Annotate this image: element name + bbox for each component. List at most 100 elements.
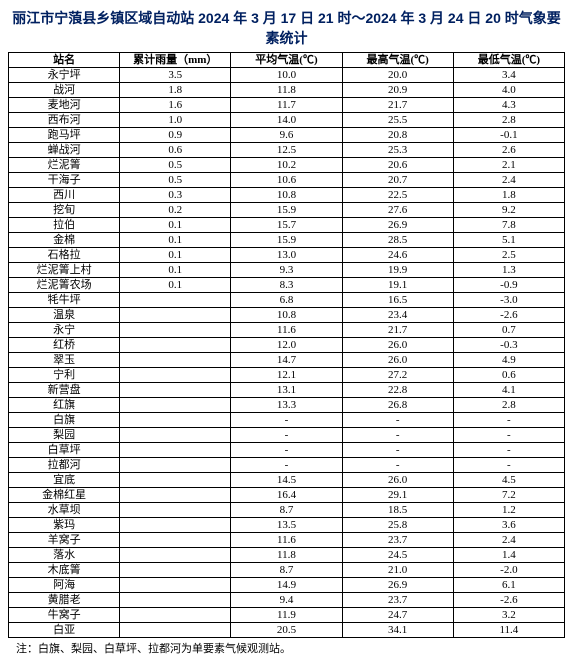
table-cell: 10.0 [231,68,342,83]
table-cell: 西布河 [9,113,120,128]
table-cell: 1.0 [120,113,231,128]
table-row: 挖旬0.215.927.69.2 [9,203,565,218]
table-cell: -3.0 [453,293,564,308]
table-cell [120,533,231,548]
table-cell: 白亚 [9,623,120,638]
table-row: 白亚20.534.111.4 [9,623,565,638]
table-cell: 红桥 [9,338,120,353]
table-cell: 羊窝子 [9,533,120,548]
table-cell: 26.0 [342,338,453,353]
table-cell: 0.2 [120,203,231,218]
table-cell: 21.7 [342,323,453,338]
table-cell: - [231,443,342,458]
table-cell: 2.8 [453,113,564,128]
table-cell [120,383,231,398]
table-cell: 2.4 [453,533,564,548]
table-row: 西川0.310.822.51.8 [9,188,565,203]
table-cell: 新营盘 [9,383,120,398]
table-row: 蝉战河0.612.525.32.6 [9,143,565,158]
table-cell: 11.7 [231,98,342,113]
table-row: 木底箐8.721.0-2.0 [9,563,565,578]
table-row: 麦地河1.611.721.74.3 [9,98,565,113]
table-cell: - [453,413,564,428]
table-cell [120,398,231,413]
table-cell: 梨园 [9,428,120,443]
table-cell: 19.9 [342,263,453,278]
table-cell [120,548,231,563]
table-cell: 11.8 [231,83,342,98]
table-cell: 宁利 [9,368,120,383]
table-cell: 15.9 [231,233,342,248]
table-cell: 5.1 [453,233,564,248]
table-row: 新营盘13.122.84.1 [9,383,565,398]
table-cell: 21.7 [342,98,453,113]
table-cell: 16.4 [231,488,342,503]
table-cell: 25.8 [342,518,453,533]
table-cell: 0.3 [120,188,231,203]
table-cell: 12.0 [231,338,342,353]
table-cell: 0.5 [120,173,231,188]
table-cell: 白草坪 [9,443,120,458]
table-cell [120,593,231,608]
table-row: 永宁11.621.70.7 [9,323,565,338]
table-body: 永宁坪3.510.020.03.4战河1.811.820.94.0麦地河1.61… [9,68,565,638]
table-cell: 烂泥箐上村 [9,263,120,278]
table-cell: 26.0 [342,353,453,368]
table-row: 石格拉0.113.024.62.5 [9,248,565,263]
table-row: 白旗--- [9,413,565,428]
table-cell: 7.8 [453,218,564,233]
table-cell: 宜底 [9,473,120,488]
col-header-3: 最高气温(℃) [342,53,453,68]
table-cell: 挖旬 [9,203,120,218]
table-row: 黄腊老9.423.7-2.6 [9,593,565,608]
table-cell: 27.2 [342,368,453,383]
table-cell: 4.0 [453,83,564,98]
table-cell: 0.1 [120,278,231,293]
table-cell: 紫玛 [9,518,120,533]
table-cell: 0.6 [453,368,564,383]
table-cell: 金棉 [9,233,120,248]
table-cell: 战河 [9,83,120,98]
table-cell: 2.6 [453,143,564,158]
table-cell: - [342,428,453,443]
table-cell: -2.6 [453,308,564,323]
table-row: 牛窝子11.924.73.2 [9,608,565,623]
table-cell: 1.6 [120,98,231,113]
table-cell: 6.8 [231,293,342,308]
table-cell: 8.3 [231,278,342,293]
table-cell: 黄腊老 [9,593,120,608]
table-row: 牦牛坪6.816.5-3.0 [9,293,565,308]
table-cell: 27.6 [342,203,453,218]
table-row: 梨园--- [9,428,565,443]
table-cell: -0.3 [453,338,564,353]
table-row: 红桥 12.026.0-0.3 [9,338,565,353]
table-cell [120,563,231,578]
table-cell: 拉都河 [9,458,120,473]
table-row: 烂泥箐0.510.220.62.1 [9,158,565,173]
table-cell: 0.1 [120,248,231,263]
table-cell: - [342,413,453,428]
table-cell: 25.3 [342,143,453,158]
table-cell: 蝉战河 [9,143,120,158]
table-cell: 0.1 [120,233,231,248]
table-cell: 15.9 [231,203,342,218]
table-cell [120,488,231,503]
table-cell: 4.9 [453,353,564,368]
table-cell: 26.8 [342,398,453,413]
table-cell: 14.9 [231,578,342,593]
table-cell: 0.1 [120,218,231,233]
table-cell: 20.7 [342,173,453,188]
table-row: 金棉0.115.928.55.1 [9,233,565,248]
table-cell: 4.5 [453,473,564,488]
table-cell: 23.4 [342,308,453,323]
table-row: 金棉红星16.429.17.2 [9,488,565,503]
table-cell: - [453,428,564,443]
table-row: 温泉10.823.4-2.6 [9,308,565,323]
table-cell: 22.8 [342,383,453,398]
table-cell: 11.4 [453,623,564,638]
table-cell: 15.7 [231,218,342,233]
table-cell [120,503,231,518]
table-cell: 10.8 [231,308,342,323]
table-cell: -0.1 [453,128,564,143]
table-row: 战河1.811.820.94.0 [9,83,565,98]
